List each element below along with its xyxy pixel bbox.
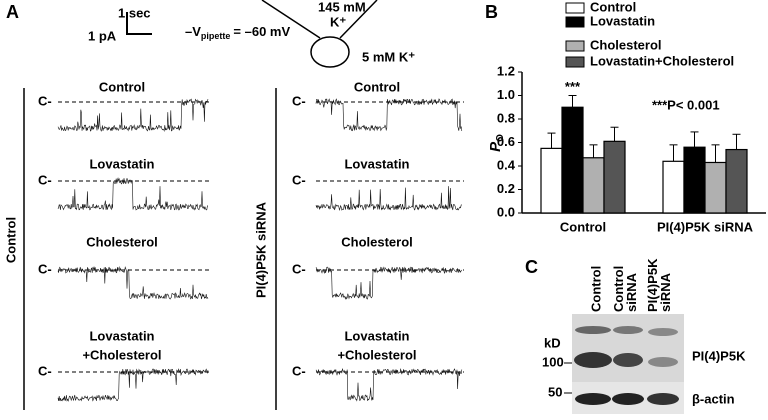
legend-swatch	[565, 40, 585, 52]
y-tick-label: 1.2	[497, 63, 515, 78]
holding-subscript: pipette	[201, 31, 231, 41]
scale-bar	[126, 12, 152, 35]
holding-symbol: –V	[185, 24, 201, 39]
blot-band	[613, 353, 643, 367]
panel-label: B	[485, 2, 498, 22]
y-axis-label: PO	[487, 134, 506, 152]
group-label: Control	[3, 217, 18, 263]
trace-title: Lovastatin	[344, 328, 409, 343]
legend-swatch	[565, 16, 585, 28]
trace-title: Cholesterol	[86, 234, 158, 249]
y-tick-label: 0.6	[497, 134, 515, 149]
trace-title: Lovastatin	[89, 328, 154, 343]
current-trace	[315, 98, 463, 132]
bar	[603, 140, 626, 214]
lane-label-line: siRNA	[658, 272, 673, 312]
bar	[725, 148, 748, 214]
band-label: PI(4)P5K	[692, 348, 746, 363]
bar	[704, 161, 727, 214]
closed-marker: C-	[292, 172, 306, 187]
y-tick-label: 1.0	[497, 87, 515, 102]
pipette	[339, 0, 378, 39]
blot-band	[647, 393, 679, 405]
blot-band	[648, 328, 678, 336]
lane-label: PI(4)P5KsiRNA	[645, 258, 673, 312]
bar	[683, 146, 706, 214]
current-scale: 1 pA	[88, 28, 117, 43]
y-tick-label: 0.0	[497, 204, 515, 219]
annotation: ***	[565, 79, 581, 94]
current-trace	[57, 368, 209, 402]
panel-label: C	[525, 257, 538, 277]
y-label: P	[487, 141, 504, 152]
closed-marker: C-	[38, 172, 52, 187]
current-trace	[315, 368, 463, 402]
y-tick-label: 0.2	[497, 181, 515, 196]
current-trace	[57, 98, 209, 132]
current-trace	[315, 186, 462, 212]
trace-title: Control	[99, 79, 145, 94]
blot-band	[648, 357, 678, 367]
kd-label: kD	[544, 335, 561, 350]
x-tick-label: PI(4)P5K siRNA	[657, 219, 754, 234]
legend-label: Control	[590, 0, 636, 14]
closed-marker: C-	[38, 363, 52, 378]
trace-title: Lovastatin	[89, 156, 154, 171]
y-tick-label: 0.4	[497, 157, 516, 172]
trace-title: Control	[354, 79, 400, 94]
time-scale: 1 sec	[118, 5, 151, 20]
bar	[561, 106, 584, 214]
holding-value: = –60 mV	[233, 24, 290, 39]
bath-k: 5 mM K⁺	[362, 49, 415, 64]
legend-label: Lovastatin	[590, 13, 655, 28]
bar	[662, 160, 685, 214]
y-tick-label: 0.8	[497, 110, 515, 125]
closed-marker: C-	[292, 363, 306, 378]
closed-marker: C-	[38, 93, 52, 108]
cell	[310, 36, 350, 68]
band-label: β-actin	[692, 391, 735, 406]
blot-band	[575, 393, 611, 405]
closed-marker: C-	[292, 261, 306, 276]
marker-label: 100	[542, 354, 564, 369]
lane-label: Control	[588, 266, 603, 312]
blot-band	[612, 393, 644, 405]
bar	[582, 157, 605, 214]
bar	[540, 147, 563, 214]
trace-title: Lovastatin	[344, 156, 409, 171]
lane-label: ControlsiRNA	[611, 266, 639, 312]
y-label-subscript: O	[495, 134, 506, 142]
pipette-k: 145 mM	[318, 0, 366, 14]
trace-title: +Cholesterol	[82, 347, 161, 362]
legend-swatch	[565, 56, 585, 68]
blot-band	[613, 326, 643, 334]
blot-band	[574, 352, 612, 368]
pipette	[261, 0, 321, 39]
panel-label: A	[6, 2, 19, 22]
current-trace	[57, 266, 209, 300]
holding-voltage: –Vpipette = –60 mV	[185, 24, 290, 41]
x-tick-label: Control	[560, 219, 606, 234]
closed-marker: C-	[38, 261, 52, 276]
legend-label: Cholesterol	[590, 37, 662, 52]
closed-marker: C-	[292, 93, 306, 108]
trace-title: +Cholesterol	[337, 347, 416, 362]
lane-label-line: siRNA	[624, 272, 639, 312]
lane-label-line: Control	[611, 266, 626, 312]
annotation: ***P< 0.001	[652, 97, 720, 112]
legend-label: Lovastatin+Cholesterol	[590, 53, 734, 68]
current-trace	[315, 266, 462, 300]
pipette-ion: K⁺	[330, 14, 346, 29]
trace-title: Cholesterol	[341, 234, 413, 249]
blot-band	[575, 326, 611, 334]
lane-label-line: PI(4)P5K	[645, 258, 660, 312]
legend-swatch	[565, 2, 585, 14]
marker-label: 50	[548, 384, 562, 399]
group-label: PI(4)P5K siRNA	[253, 201, 268, 298]
current-trace	[57, 177, 209, 211]
